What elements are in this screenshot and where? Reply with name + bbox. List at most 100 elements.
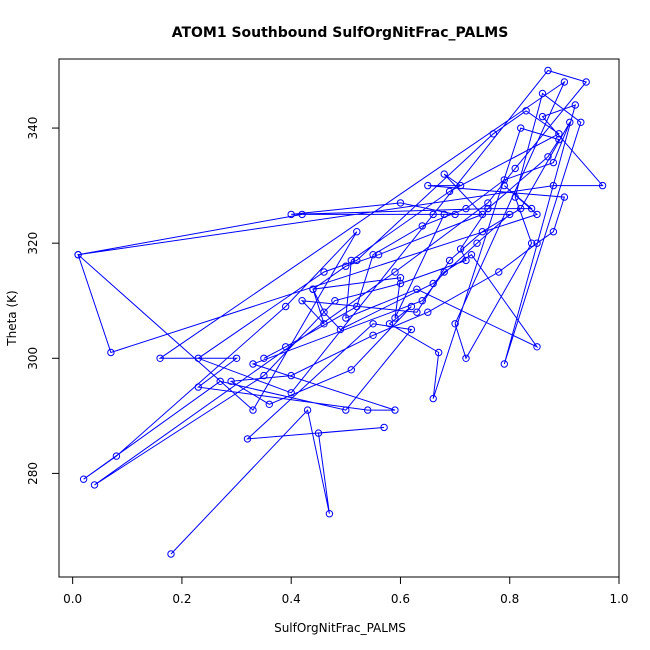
data-point <box>336 325 345 334</box>
data-point <box>74 251 82 259</box>
data-point <box>282 302 290 311</box>
data-point <box>287 371 295 380</box>
y-tick-label: 300 <box>26 347 40 370</box>
data-point <box>320 268 328 276</box>
data-point <box>227 377 235 385</box>
data-point <box>456 245 465 253</box>
data-point <box>107 348 115 357</box>
data-point <box>369 331 377 339</box>
data-point <box>506 210 514 219</box>
data-point <box>533 210 541 219</box>
data-point <box>396 279 405 288</box>
data-point <box>527 204 536 213</box>
data-point <box>440 210 448 219</box>
data-point <box>544 153 552 161</box>
data-point <box>413 285 421 293</box>
data-point <box>391 406 399 414</box>
data-point <box>249 406 257 414</box>
data-point <box>156 354 164 362</box>
data-point <box>287 389 295 397</box>
y-tick-label: 340 <box>26 117 40 140</box>
data-point <box>467 251 476 259</box>
x-tick-label: 0.4 <box>282 592 301 606</box>
data-point <box>314 429 323 437</box>
data-point <box>413 308 421 316</box>
y-tick-label: 280 <box>26 462 40 485</box>
data-point <box>522 107 530 115</box>
data-point <box>429 394 437 403</box>
data-point <box>347 366 355 374</box>
data-point <box>445 256 454 265</box>
y-axis-label: Theta (K) <box>5 290 19 346</box>
data-point <box>435 348 443 357</box>
data-point <box>484 204 492 213</box>
data-point <box>560 78 569 86</box>
data-point <box>500 176 508 184</box>
data-point <box>298 297 306 305</box>
data-point <box>555 130 563 138</box>
data-point <box>391 268 399 276</box>
data-point <box>517 204 525 213</box>
data-point <box>407 302 416 311</box>
data-point <box>538 89 547 98</box>
data-point <box>517 124 525 132</box>
data-point <box>577 118 585 127</box>
data-point <box>533 239 541 247</box>
x-tick-label: 0.8 <box>500 592 519 606</box>
data-point <box>194 354 203 362</box>
data-point <box>451 210 459 219</box>
data-point <box>571 101 579 109</box>
chart-title: ATOM1 Southbound SulfOrgNitFrac_PALMS <box>172 25 509 41</box>
data-point <box>462 354 470 362</box>
data-point <box>549 181 558 190</box>
data-point <box>544 66 552 75</box>
x-tick-label: 0.6 <box>391 592 410 606</box>
data-point <box>396 274 405 282</box>
data-point <box>112 452 121 460</box>
data-point <box>342 406 350 414</box>
data-point <box>424 308 432 316</box>
data-point <box>424 181 432 190</box>
x-tick-label: 0.0 <box>63 592 82 606</box>
data-point <box>303 406 312 414</box>
data-point <box>374 251 383 259</box>
data-point <box>90 481 99 489</box>
data-point <box>407 325 416 334</box>
data-point <box>260 371 268 380</box>
data-point <box>353 302 361 311</box>
data-point <box>369 251 377 259</box>
data-point <box>527 239 536 247</box>
data-point <box>249 360 257 368</box>
data-point <box>500 181 508 190</box>
y-tick-label: 320 <box>26 232 40 255</box>
data-point <box>396 199 405 207</box>
data-point <box>582 78 590 86</box>
x-tick-label: 1.0 <box>609 592 628 606</box>
x-axis: 0.0 0.2 0.4 0.6 0.8 1.0 <box>63 576 629 606</box>
data-point <box>298 210 306 219</box>
data-point <box>451 320 459 328</box>
data-point <box>478 210 487 219</box>
data-point <box>216 377 224 385</box>
x-tick-label: 0.2 <box>172 592 191 606</box>
data-point <box>260 354 268 362</box>
data-point <box>391 314 399 322</box>
data-point <box>598 181 607 190</box>
data-point <box>560 193 569 201</box>
data-point <box>331 297 339 305</box>
data-point <box>342 314 350 322</box>
data-point <box>462 204 470 213</box>
data-point <box>167 550 175 558</box>
series-layer <box>74 66 607 558</box>
data-point <box>418 297 426 305</box>
data-point <box>320 320 328 328</box>
data-point <box>484 199 492 207</box>
data-point <box>282 343 290 351</box>
data-point <box>353 228 361 236</box>
data-point <box>79 475 88 483</box>
data-point <box>320 308 328 316</box>
data-point <box>194 383 203 391</box>
data-point <box>500 360 508 368</box>
data-point <box>440 170 448 178</box>
